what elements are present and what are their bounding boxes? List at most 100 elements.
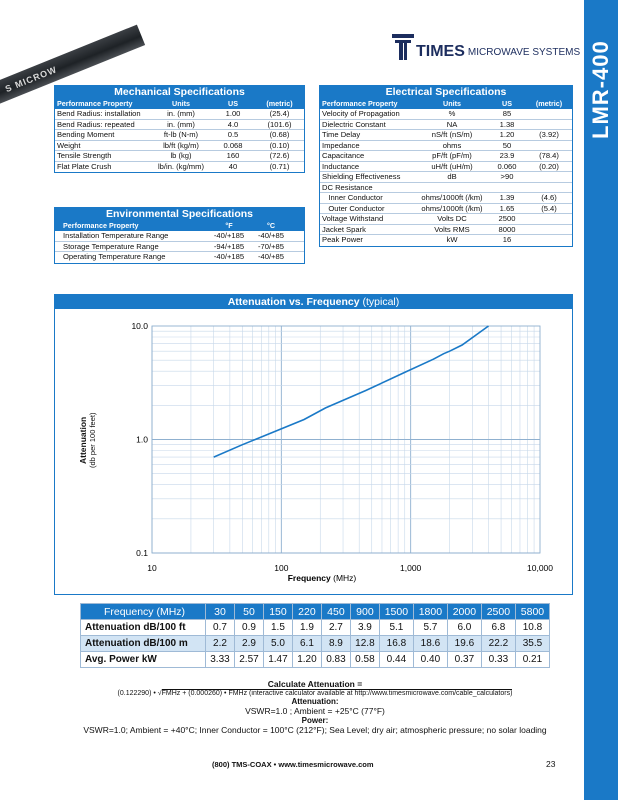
formula-part-a: (0.122290) •	[117, 690, 156, 697]
attenuation-chart-panel: Attenuation vs. Frequency (typical)	[54, 294, 573, 595]
atten-heading: Attenuation:	[291, 697, 339, 706]
frequency-cell: 2000	[446, 603, 482, 620]
spec-cell: 8000	[498, 224, 516, 234]
row-label: Attenuation dB/100 ft	[80, 619, 206, 636]
value-cell: 0.37	[446, 651, 482, 668]
col-header: Performance Property	[322, 99, 398, 108]
value-cell: 0.21	[514, 651, 551, 668]
environmental-rows: Installation Temperature Range -40/+185 -4…	[55, 231, 304, 263]
value-cell: 1.20	[291, 651, 322, 668]
environmental-header-row: Performance Property °F °C	[55, 221, 304, 231]
col-header: (metric)	[535, 99, 563, 108]
spec-cell: (0.10)	[269, 140, 290, 150]
spec-row: Inductance uH/ft (uH/m) 0.060 (0.20)	[320, 161, 572, 172]
col-header: Performance Property	[57, 99, 133, 108]
product-title: LMR-400	[588, 40, 613, 139]
chart-title-bar: Attenuation vs. Frequency (typical)	[55, 295, 572, 309]
spec-cell: Jacket Spark	[322, 224, 366, 234]
footer-contact: (800) TMS-COAX • www.timesmicrowave.com	[212, 760, 374, 769]
y-axis-label: Attenuation	[78, 416, 88, 464]
spec-cell: (0.20)	[539, 161, 559, 171]
y-axis-unit: (db per 100 feet)	[88, 412, 97, 468]
frequency-cell: 50	[233, 603, 264, 620]
spec-cell: 2500	[498, 214, 516, 223]
attenuation-row: Attenuation dB/100 m 2.2 2.9 5.0 6.1 8.9 12.8 1…	[80, 635, 551, 652]
spec-cell	[416, 183, 488, 193]
value-cell: 0.33	[480, 651, 516, 668]
spec-cell: (78.4)	[539, 151, 559, 160]
frequency-cell: 220	[291, 603, 322, 620]
col-header: Performance Property	[63, 221, 139, 230]
spec-cell: dB	[447, 172, 457, 181]
frequency-cell: 1500	[378, 603, 414, 620]
spec-cell: Operating Temperature Range	[63, 252, 166, 261]
logo-subtitle: MICROWAVE SYSTEMS	[467, 47, 581, 58]
spec-cell: 1.00	[225, 109, 241, 118]
spec-cell: 1.65	[499, 203, 515, 213]
spec-cell: DC Resistance	[322, 182, 373, 192]
spec-row: Shielding Effectiveness dB >90	[320, 172, 572, 183]
value-cell: 3.9	[349, 619, 380, 636]
spec-cell: in. (mm)	[167, 109, 195, 118]
cable-print: S MICROW	[3, 64, 59, 95]
spec-cell: ft-lb (N-m)	[163, 130, 199, 139]
attenuation-row: Avg. Power kW 3.33 2.57 1.47 1.20 0.83 0.58 0.4…	[80, 651, 551, 668]
spec-cell	[526, 235, 572, 246]
spec-row: Peak Power kW 16	[320, 235, 572, 246]
spec-row: DC Resistance	[320, 182, 572, 193]
mechanical-specs-table: Mechanical Specifications Performance Pr…	[54, 85, 305, 173]
spec-cell: 0.5	[227, 130, 239, 139]
spec-cell: Bending Moment	[57, 130, 115, 139]
spec-cell: Bend Radius: installation	[57, 109, 141, 118]
spec-cell: (0.68)	[269, 130, 290, 139]
spec-cell: 23.9	[499, 151, 515, 160]
value-cell: 0.58	[349, 651, 380, 668]
spec-cell: 85	[502, 109, 512, 118]
spec-row: Outer Conductor ohms/1000ft (/km) 1.65 (5.4…	[320, 203, 572, 214]
spec-row: Storage Temperature Range -94/+185 -70/+85	[55, 242, 304, 252]
spec-cell: >90	[500, 172, 514, 181]
value-cell: 0.83	[320, 651, 351, 668]
spec-cell: Time Delay	[322, 130, 361, 139]
frequency-cell: 1800	[412, 603, 448, 620]
spec-cell: 40	[228, 161, 238, 171]
spec-cell: ohms/1000ft (/km)	[421, 203, 483, 213]
spec-cell: 1.20	[499, 130, 515, 139]
spec-cell: 160	[226, 151, 240, 160]
formula-part-b: FMHz + (0.000260) • FMHz (interactive ca…	[161, 689, 513, 697]
spec-cell	[526, 183, 572, 193]
mechanical-rows: Bend Radius: installation in. (mm) 1.00 (25…	[55, 109, 304, 172]
spec-cell: -40/+185	[213, 252, 245, 261]
spec-cell: Shielding Effectiveness	[322, 172, 401, 181]
value-cell: 2.57	[233, 651, 264, 668]
col-header: °C	[266, 221, 276, 230]
sqrt-icon: √	[157, 690, 162, 697]
frequency-cell: 150	[262, 603, 293, 620]
attenuation-table: Frequency (MHz) 30 50 150 220 450 900 1500 1800…	[80, 603, 551, 668]
frequency-cell: 5800	[514, 603, 551, 620]
spec-row: Impedance ohms 50	[320, 140, 572, 151]
spec-cell: 0.068	[223, 140, 243, 150]
frequency-row: Frequency (MHz) 30 50 150 220 450 900 1500 1800…	[80, 603, 551, 620]
calc-formula: (0.122290) • √FMHz + (0.000260) • FMHz (…	[60, 689, 570, 697]
spec-cell: (25.4)	[269, 109, 290, 118]
spec-cell: (3.92)	[539, 130, 559, 139]
value-cell: 12.8	[349, 635, 380, 652]
spec-row: Voltage Withstand Volts DC 2500	[320, 214, 572, 225]
spec-cell: -40/+185	[213, 231, 245, 240]
spec-row: Installation Temperature Range -40/+185 -4…	[55, 231, 304, 242]
spec-cell: lb/ft (kg/m)	[163, 140, 199, 150]
power-conditions: VSWR=1.0; Ambient = +40°C; Inner Conduct…	[83, 725, 547, 735]
spec-cell	[488, 183, 526, 193]
row-label: Attenuation dB/100 m	[80, 635, 206, 652]
chart-title-suffix: (typical)	[362, 296, 400, 308]
spec-cell: Voltage Withstand	[322, 214, 384, 223]
spec-cell: in. (mm)	[167, 119, 195, 129]
logo-brand: TIMES	[416, 43, 465, 60]
value-cell: 0.7	[205, 619, 235, 636]
col-header: °F	[225, 221, 233, 230]
spec-cell: ohms	[442, 140, 462, 150]
chart-title: Attenuation vs. Frequency	[227, 296, 360, 308]
times-logo-icon	[392, 34, 414, 60]
spec-row: Jacket Spark Volts RMS 8000	[320, 224, 572, 235]
